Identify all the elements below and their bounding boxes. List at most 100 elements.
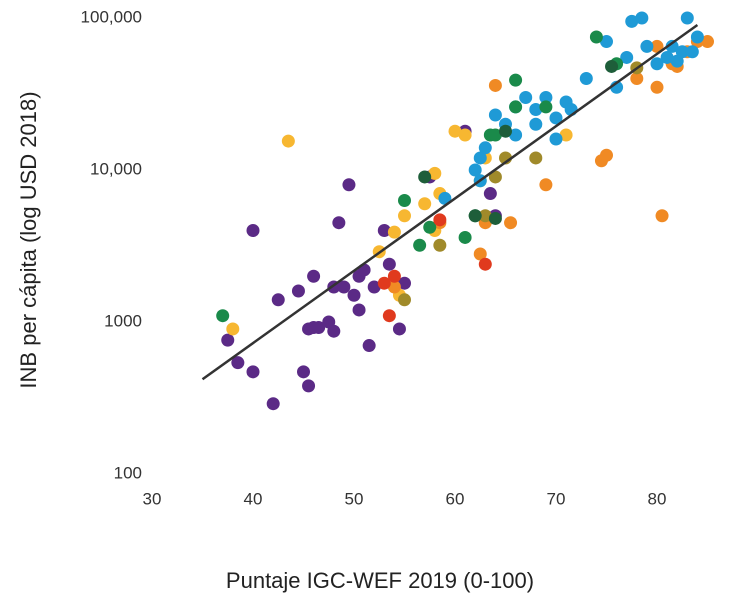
point (488, 78, 502, 92)
point (377, 223, 391, 237)
point (605, 59, 619, 73)
point (398, 276, 411, 290)
point (438, 191, 452, 205)
point (231, 356, 245, 370)
x-tick-label: 30 (143, 489, 162, 508)
point (685, 45, 699, 59)
point (413, 238, 427, 252)
point (216, 309, 230, 323)
y-tick-label: 1000 (104, 311, 142, 330)
point (488, 108, 502, 122)
y-axis-title: INB per cápita (log USD 2018) (16, 91, 41, 388)
point (332, 216, 346, 230)
point (504, 216, 518, 230)
point (650, 57, 664, 71)
point (266, 397, 280, 411)
point (529, 103, 543, 117)
point (559, 128, 573, 142)
point (509, 100, 523, 114)
point (650, 39, 664, 53)
point (423, 220, 437, 234)
point (660, 50, 674, 64)
point (246, 223, 260, 237)
y-tick-label: 100 (114, 463, 142, 482)
point (387, 280, 401, 294)
point (297, 365, 310, 379)
x-tick-label: 40 (244, 489, 263, 508)
point (433, 213, 447, 227)
point (625, 14, 639, 28)
point (312, 321, 326, 335)
point (458, 230, 472, 244)
point (418, 197, 432, 211)
point (509, 128, 523, 142)
point (418, 170, 432, 184)
x-tick-label: 60 (446, 489, 465, 508)
point (519, 90, 533, 104)
point (635, 11, 649, 25)
point (589, 30, 603, 44)
point (468, 209, 482, 223)
point (509, 73, 523, 87)
point (473, 151, 487, 165)
point (337, 280, 351, 294)
point (539, 100, 553, 114)
trend-line (201, 23, 699, 381)
y-tick-label: 10,000 (90, 159, 142, 178)
point (387, 225, 401, 239)
point (382, 257, 396, 271)
point (271, 293, 285, 307)
point (448, 124, 462, 138)
point (226, 322, 240, 336)
point (539, 90, 553, 104)
point (433, 238, 447, 252)
point (428, 166, 442, 180)
point (600, 35, 613, 49)
point (302, 379, 316, 393)
point (579, 71, 593, 85)
point (398, 209, 411, 223)
point (499, 124, 512, 138)
point (675, 45, 689, 59)
point (291, 284, 305, 298)
point (327, 324, 341, 338)
point (488, 128, 502, 142)
point (347, 288, 361, 302)
point (342, 178, 356, 192)
x-tick-label: 80 (648, 489, 667, 508)
point (281, 134, 295, 148)
point (473, 247, 487, 261)
point (382, 309, 396, 323)
y-tick-label: 100,000 (81, 7, 142, 26)
point (630, 71, 644, 85)
point (539, 178, 553, 192)
x-tick-label: 50 (345, 489, 364, 508)
point (468, 163, 482, 177)
point (307, 269, 321, 283)
point (549, 132, 563, 146)
point (600, 148, 613, 162)
point (387, 269, 401, 283)
point (392, 322, 406, 336)
point (478, 257, 492, 271)
point (362, 339, 376, 353)
point (488, 211, 502, 225)
point (650, 80, 664, 94)
point (529, 117, 543, 131)
point (690, 30, 704, 44)
point (398, 194, 411, 208)
point (483, 187, 497, 201)
point (680, 11, 694, 25)
x-tick-label: 70 (547, 489, 566, 508)
point (529, 151, 543, 165)
point (488, 170, 502, 184)
point (665, 39, 679, 53)
point (221, 333, 235, 347)
point (640, 39, 654, 53)
point (655, 209, 669, 223)
point (478, 141, 492, 155)
point (377, 276, 391, 290)
point (458, 128, 472, 142)
point (701, 35, 714, 49)
